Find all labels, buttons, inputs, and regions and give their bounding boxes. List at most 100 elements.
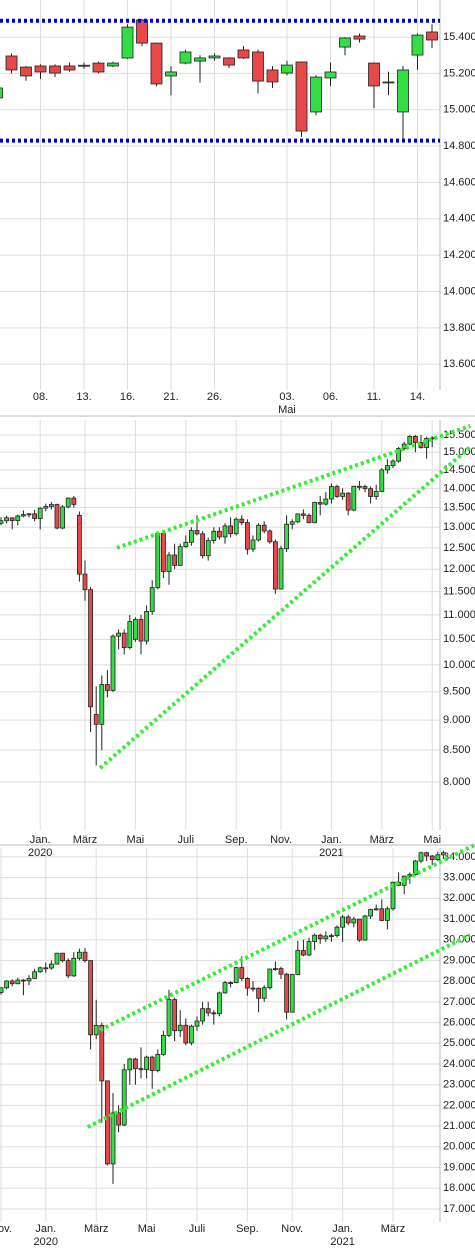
candle-body [256, 524, 262, 541]
y-tick-label: 12.500 [443, 542, 475, 554]
candle-body [412, 435, 418, 443]
candle-body [5, 55, 18, 71]
candle-body [144, 610, 150, 642]
candle-body [295, 513, 301, 523]
candle-body [0, 520, 4, 524]
candle-body [54, 504, 60, 529]
candle-body [0, 87, 3, 99]
candle-body [412, 860, 418, 875]
x-tick-label: 16. [120, 391, 135, 403]
candle-body [65, 497, 71, 508]
y-tick-label: 32.000 [443, 892, 475, 904]
candle-body [105, 1080, 110, 1165]
candle-body [418, 852, 424, 862]
candle-body [99, 684, 105, 725]
candle-body [200, 533, 206, 557]
y-tick-label: 10.500 [443, 633, 475, 645]
x-tick-label: Nov. [270, 834, 292, 846]
x-tick-label: März [381, 1223, 405, 1235]
y-tick-label: 14.800 [443, 140, 475, 152]
candle-body [43, 967, 49, 970]
candle-body [77, 514, 82, 575]
candle-body [4, 517, 9, 522]
y-tick-label: 26.000 [443, 1016, 475, 1028]
candle-body [266, 69, 279, 83]
x-tick-label: Mai [423, 834, 441, 846]
candle-body [144, 1056, 150, 1071]
trend-line [116, 424, 471, 550]
candle-body [310, 76, 322, 113]
candle-body [340, 492, 346, 497]
candle-body [92, 62, 105, 73]
candle-body [20, 514, 26, 517]
y-tick-label: 14.200 [443, 249, 475, 261]
y-tick-label: 19.000 [443, 1161, 475, 1173]
candle-body [77, 951, 82, 959]
candle-body [312, 502, 318, 524]
candle-body [160, 1034, 166, 1055]
x-tick-label: 06. [323, 391, 338, 403]
candle-body [368, 488, 374, 497]
y-tick-label: 11.500 [443, 586, 475, 598]
candle-body [216, 530, 222, 538]
chart-panel: 15.50015.00014.50014.00013.50013.00012.5… [0, 420, 475, 859]
candle-body [49, 65, 61, 74]
y-tick-label: 8.000 [443, 776, 471, 788]
candle-body [424, 852, 430, 857]
candle-body [312, 934, 318, 943]
y-tick-label: 27.000 [443, 996, 475, 1008]
candle-body [166, 999, 172, 1036]
candle-body [390, 881, 396, 910]
candle-body [32, 971, 37, 979]
candle-body [116, 1112, 121, 1126]
candle-body [237, 49, 250, 59]
candle-body [82, 573, 88, 591]
candle-body [239, 967, 245, 979]
candle-body [440, 852, 446, 856]
candle-body [155, 533, 161, 589]
x-tick-label: 26. [207, 391, 222, 403]
x-tick-label: Sep. [236, 1223, 259, 1235]
candle-body [340, 916, 346, 928]
candle-body [132, 1058, 138, 1070]
candle-body [121, 632, 127, 648]
candle-body [351, 485, 357, 511]
x-tick-label: März [370, 834, 394, 846]
x-tick-label: Jan. 2020 [28, 834, 52, 859]
candle-body [267, 530, 273, 543]
x-tick-label: 21. [163, 391, 178, 403]
x-tick-label: 08. [33, 391, 48, 403]
candle-body [9, 517, 15, 522]
candle-body [267, 968, 273, 989]
y-tick-label: 14.600 [443, 176, 475, 188]
candle-body [160, 533, 166, 572]
candle-body [261, 524, 267, 532]
candle-body [37, 967, 43, 973]
candle-body [121, 26, 134, 59]
y-tick-label: 15.400 [443, 31, 475, 43]
candle-body [194, 57, 206, 62]
candle-body [407, 874, 413, 877]
y-tick-label: 33.000 [443, 872, 475, 884]
y-tick-label: 13.000 [443, 521, 475, 533]
candle-body [205, 1008, 211, 1014]
y-tick-label: 23.000 [443, 1079, 475, 1091]
y-tick-label: 13.800 [443, 322, 475, 334]
candle-body [384, 908, 390, 921]
candle-body [362, 486, 368, 490]
x-tick-label: Juli [178, 834, 195, 846]
candle-body [149, 587, 155, 612]
candle-body [63, 65, 76, 71]
y-tick-label: 14.000 [443, 285, 475, 297]
candle-body [324, 71, 337, 79]
candle-body [334, 486, 340, 497]
candle-body [384, 465, 390, 471]
candle-body [373, 491, 379, 497]
candle-body [93, 1024, 99, 1036]
candle-body [345, 492, 351, 511]
candle-body [233, 967, 239, 984]
candle-body [78, 64, 90, 67]
candle-body [317, 502, 323, 505]
candle-body [278, 548, 284, 590]
